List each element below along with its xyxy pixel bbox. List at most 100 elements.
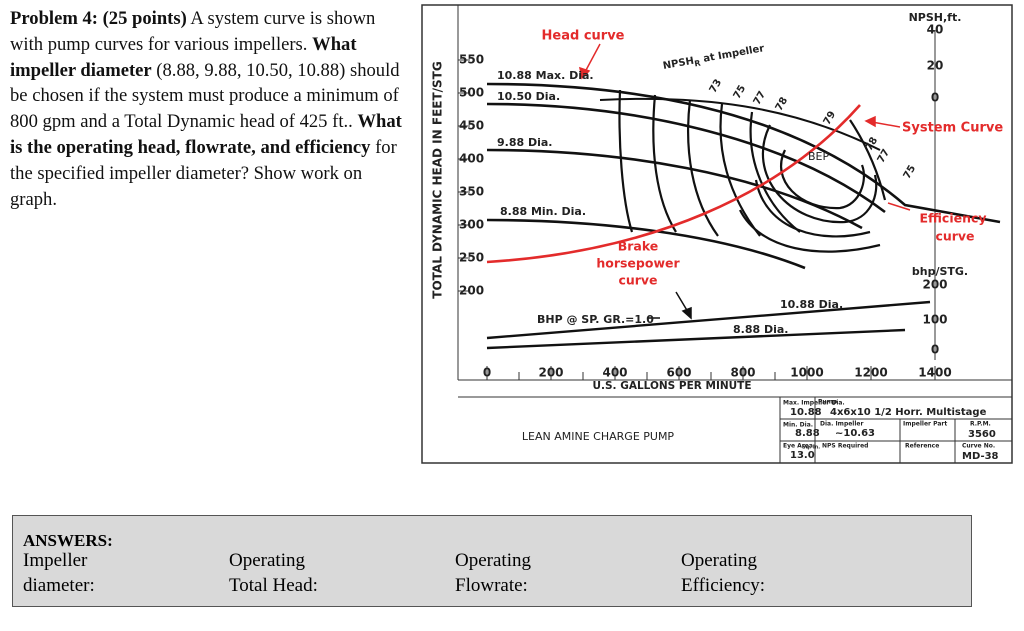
answer-label: Operating	[229, 550, 305, 571]
x-tick-label: 0	[483, 366, 491, 380]
answers-title: ANSWERS:	[23, 531, 113, 550]
system-curve	[486, 104, 861, 264]
problem-segment: (8.88, 9.88, 10.50, 10.88) should be cho…	[10, 59, 400, 133]
problem-segment: Problem 4: (25 points)	[10, 8, 187, 29]
bhp-dia-label: 8.88 Dia.	[733, 323, 788, 336]
brake-hp-label: horsepower	[596, 256, 680, 271]
axis-ticks	[458, 30, 936, 380]
dia-label: 8.88 Min. Dia.	[500, 205, 586, 218]
y-tick-label: 500	[459, 86, 484, 100]
problem-segment: for the specified impeller diameter? Sho…	[10, 136, 397, 210]
problem-segment: A system curve is shown with pump curves…	[10, 8, 376, 55]
system-curve-label: System Curve	[902, 121, 1003, 136]
answer-label: Total Head:	[229, 575, 318, 596]
x-tick-label: 200	[538, 366, 563, 380]
npsh-r-label: NPSHR at Impeller	[662, 43, 765, 73]
tb-label: Max. Impeller Dia.	[783, 400, 845, 407]
tb-value: 8.88	[795, 428, 820, 439]
answer-label: Flowrate:	[455, 575, 528, 596]
head-curve-label: Head curve	[542, 29, 625, 44]
figure-frame	[421, 4, 1013, 464]
head-curves	[486, 82, 1001, 270]
answer-column: Operating Flowrate:	[455, 548, 531, 598]
x-tick-label: 1000	[790, 366, 823, 380]
answer-label: Impeller	[23, 550, 88, 571]
npsh-sub: R	[694, 58, 702, 68]
arrows	[579, 43, 911, 211]
x-tick-label: 400	[602, 366, 627, 380]
efficiency-label: 78	[774, 95, 791, 113]
npsh-rest: at Impeller	[699, 43, 765, 65]
efficiency-label: 77	[752, 89, 769, 107]
x-tick-label: 800	[730, 366, 755, 380]
y-tick-label: 450	[459, 119, 484, 133]
y-tick-label: 200	[459, 284, 484, 298]
bhp-tick-label: 200	[922, 278, 947, 292]
tb-label: Min. Dia.	[783, 422, 813, 429]
tb-value: ~10.63	[835, 428, 875, 439]
efficiency-label: 75	[732, 83, 749, 101]
y-tick-label: 400	[459, 152, 484, 166]
tb-label: Reference	[905, 443, 939, 450]
efficiency-label: 73	[708, 77, 725, 95]
bhp-arrows	[648, 291, 692, 320]
efficiency-curves	[618, 89, 887, 253]
dia-label: 10.50 Dia.	[497, 90, 560, 103]
bep-label: BEP	[808, 150, 829, 163]
tb-label: Impeller Part	[903, 421, 947, 428]
efficiency-label: 79	[822, 109, 839, 127]
x-tick-label: 1200	[854, 366, 887, 380]
x-axis-label: U.S. GALLONS PER MINUTE	[592, 380, 751, 392]
answer-column: Operating Total Head:	[229, 548, 318, 598]
answer-label: Operating	[681, 550, 757, 571]
problem-segment: What is the operating head, flowrate, an…	[10, 111, 402, 158]
tb-label: Eye Area	[783, 443, 813, 450]
bhp-label: bhp/STG.	[912, 265, 968, 278]
dia-label: 9.88 Dia.	[497, 136, 552, 149]
y-tick-label: 250	[459, 251, 484, 265]
tb-label: Dia. Impeller	[820, 421, 863, 428]
efficiency-label: 75	[902, 163, 919, 181]
bhp-lines	[486, 300, 931, 350]
tb-unit: Sq. In.	[802, 445, 820, 451]
y-tick-label: 550	[459, 53, 484, 67]
answer-column: Impeller diameter:	[23, 548, 95, 598]
x-tick-label: 1400	[918, 366, 951, 380]
npsh-label: NPSH,ft.	[909, 11, 962, 24]
problem-segment: What impeller diameter	[10, 33, 357, 81]
tb-value: 10.88	[790, 407, 822, 418]
bhp-tick-label: 100	[922, 313, 947, 327]
tb-label: Curve No.	[962, 443, 995, 450]
brake-hp-label: Brake	[618, 239, 659, 254]
npsh-curve	[599, 97, 881, 151]
answer-label: Efficiency:	[681, 575, 766, 596]
bhp-dia-label: 10.88 Dia.	[780, 298, 843, 311]
npsh: NPSH	[662, 56, 695, 72]
y-tick-label: 300	[459, 218, 484, 232]
y-tick-label: 350	[459, 185, 484, 199]
bhp-tick-label: 0	[931, 343, 939, 357]
answers-box: ANSWERS: Impeller diameter: Operating Total…	[12, 515, 972, 607]
bhp-sg-label: BHP @ SP. GR.=1.0	[537, 313, 654, 326]
answer-label: Operating	[455, 550, 531, 571]
npsh-tick-label: 20	[927, 59, 944, 73]
title-block: LEAN AMINE CHARGE PUMP Max. Impeller Dia…	[522, 399, 999, 463]
problem-text: Problem 4: (25 points) A system curve is…	[10, 6, 402, 212]
answer-label: diameter:	[23, 575, 95, 596]
y-axis-label: TOTAL DYNAMIC HEAD IN FEET/STG	[431, 61, 445, 298]
tb-value: 3560	[968, 429, 996, 440]
x-tick-label: 600	[666, 366, 691, 380]
tb-label: Pump	[818, 399, 838, 406]
tb-value: MD-38	[962, 451, 999, 462]
pump-name: LEAN AMINE CHARGE PUMP	[522, 430, 675, 443]
npsh-tick-label: 0	[931, 91, 939, 105]
tb-value: 13.0	[790, 450, 815, 461]
tb-label: NPS Required	[822, 443, 868, 450]
efficiency-curve-label: Efficiency	[919, 211, 986, 226]
tb-value: 4x6x10 1/2 Horr. Multistage	[830, 407, 987, 418]
brake-hp-label: curve	[618, 273, 657, 288]
